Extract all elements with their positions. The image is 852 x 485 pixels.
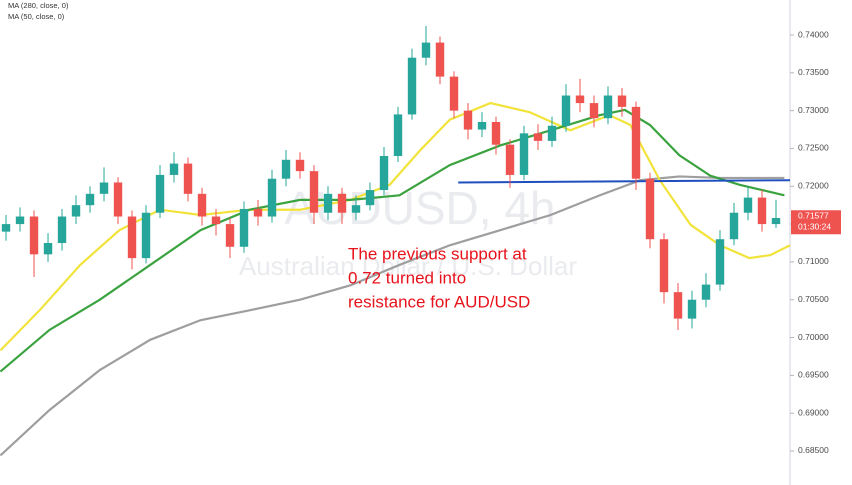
candle-body <box>43 242 53 255</box>
candle-body <box>505 144 515 175</box>
candle-body <box>645 178 655 240</box>
candle-body <box>183 163 193 194</box>
candle-body <box>29 216 39 255</box>
candle-body <box>435 42 445 77</box>
countdown: 01:30:24 <box>798 222 831 232</box>
candle-body <box>757 197 767 225</box>
legend-entry: MA (50, close, 0) <box>8 12 65 21</box>
watermark-subtitle: Australian Dollar / U.S. Dollar <box>239 251 577 281</box>
candle-body <box>407 57 417 115</box>
candle-body <box>225 224 235 247</box>
last-price-box <box>791 210 841 235</box>
plot: 0.74000 0.73500 0.73000 0.72500 0.72000 0.715… <box>0 1 841 457</box>
candle-body <box>561 95 571 126</box>
y-tick-label: 0.69000 <box>798 407 829 417</box>
annotation: 0.72 turned into <box>348 268 466 287</box>
y-tick-label: 0.69500 <box>798 370 829 380</box>
candle-body <box>281 159 291 179</box>
candle-body <box>85 193 95 206</box>
candle-body <box>337 193 347 213</box>
candle-body <box>519 133 529 175</box>
candle-body <box>323 193 333 213</box>
y-tick-label: 0.74000 <box>798 29 829 39</box>
candle-body <box>127 216 137 259</box>
candle-body <box>211 216 221 225</box>
ma-line <box>0 108 785 373</box>
candle-body <box>603 95 613 119</box>
candle-body <box>771 218 781 225</box>
candle-body <box>295 159 305 172</box>
candle-body <box>351 205 361 213</box>
candle-body <box>463 110 473 130</box>
candle-body <box>547 125 557 141</box>
candle-body <box>393 114 403 157</box>
candle-body <box>477 121 487 130</box>
candle-body <box>687 299 697 319</box>
ma-line <box>458 179 791 184</box>
candle-body <box>197 193 207 217</box>
y-tick-label: 0.72000 <box>798 181 829 191</box>
candle-body <box>575 95 585 104</box>
y-tick-label: 0.70500 <box>798 294 829 304</box>
candle-body <box>57 216 67 243</box>
candle-body <box>253 208 263 217</box>
candle-body <box>589 103 599 119</box>
candle-body <box>155 174 165 213</box>
y-tick-label: 0.71000 <box>798 256 829 266</box>
candle-body <box>141 212 151 259</box>
candle-body <box>701 284 711 300</box>
y-tick-label: 0.70000 <box>798 332 829 342</box>
candle-body <box>631 106 641 179</box>
candle-body <box>267 178 277 217</box>
candle-body <box>743 197 753 213</box>
y-tick-label: 0.73000 <box>798 105 829 115</box>
annotation: resistance for AUD/USD <box>348 292 530 311</box>
candle-body <box>71 205 81 217</box>
candle-body <box>617 95 627 107</box>
last-price-label: 0.71577 <box>798 211 829 221</box>
candle-body <box>113 182 123 217</box>
y-tick-label: 0.73500 <box>798 67 829 77</box>
candle-body <box>729 212 739 240</box>
candle-body <box>533 133 543 141</box>
y-tick-label: 0.72500 <box>798 143 829 153</box>
candle-body <box>169 163 179 175</box>
candle-body <box>449 76 459 111</box>
candle-body <box>99 182 109 194</box>
candle-body <box>379 156 389 191</box>
candle-body <box>239 208 249 247</box>
candle-body <box>1 224 11 232</box>
candle-body <box>715 239 725 285</box>
candle-body <box>659 239 669 293</box>
candle-body <box>15 216 25 225</box>
annotation: The previous support at <box>348 244 527 263</box>
legend-entry: MA (280, close, 0) <box>8 1 69 10</box>
candle-body <box>365 190 375 206</box>
y-tick-label: 0.68500 <box>798 445 829 455</box>
candle-body <box>421 42 431 58</box>
candle-body <box>491 121 501 145</box>
candle-body <box>673 292 683 319</box>
candle-body <box>309 171 319 213</box>
